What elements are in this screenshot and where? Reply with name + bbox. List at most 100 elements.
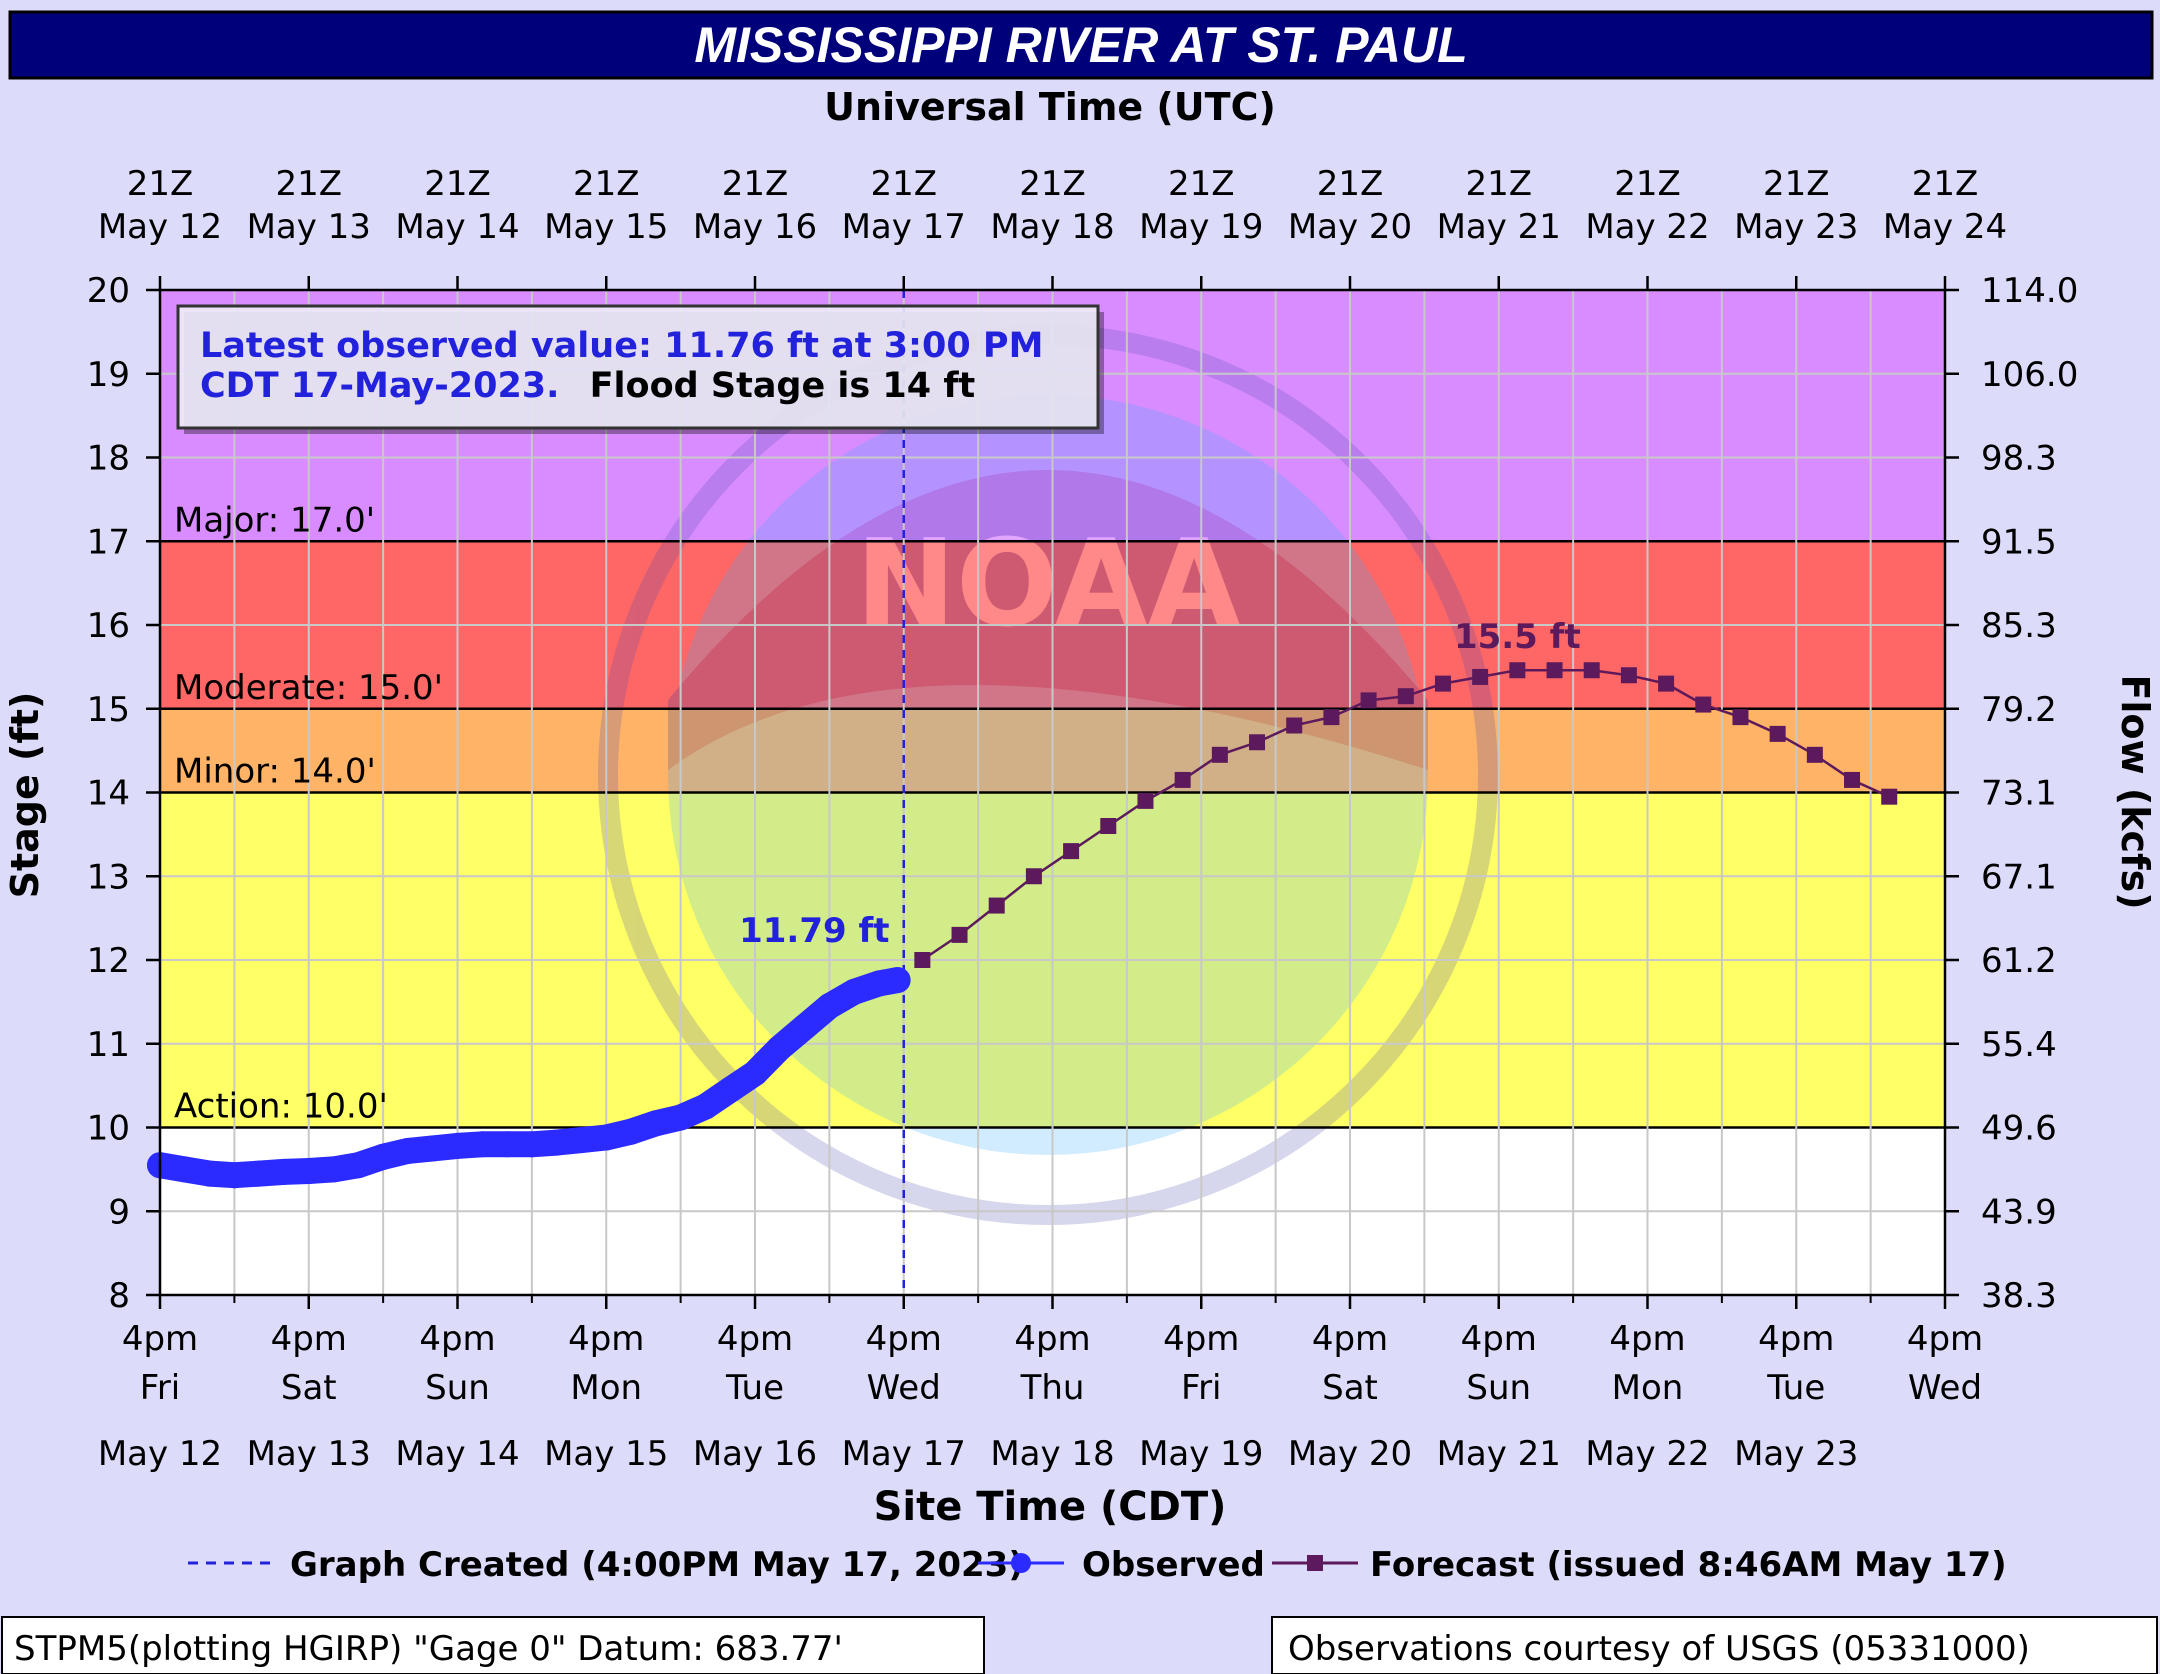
observed-point (593, 1124, 620, 1151)
title-bar (8, 10, 2154, 80)
forecast-point (1286, 717, 1303, 734)
observed-point (543, 1129, 570, 1156)
observed-point (494, 1131, 521, 1158)
info-box-frame (176, 304, 1100, 430)
x-bottom-tick-label-day: Mon (570, 1368, 642, 1408)
forecast-point (1620, 667, 1637, 684)
forecast-point (1472, 668, 1489, 685)
observed-point (246, 1160, 273, 1187)
x-top-tick-label-utc: 21Z (870, 164, 937, 204)
footer-right-box (1271, 1616, 2158, 1674)
x-top-tick-label-date: May 21 (1437, 207, 1561, 247)
forecast-point (1658, 675, 1675, 692)
footer-right-text: Observations courtesy of USGS (05331000) (1288, 1629, 2030, 1669)
y-tick-label: 13 (87, 857, 130, 897)
y2-tick-label: 43.9 (1981, 1192, 2057, 1232)
y2-tick-label: 61.2 (1981, 941, 2057, 981)
x-top-tick-label-date: May 16 (693, 207, 817, 247)
x-bottom-tick-label-day: Sat (281, 1368, 337, 1408)
observed-point (320, 1156, 347, 1183)
x-bottom-tick-label-time: 4pm (717, 1319, 793, 1359)
observed-point (469, 1131, 496, 1158)
x-top-tick-label-utc: 21Z (275, 164, 342, 204)
info-line-2: CDT 17-May-2023. Flood Stage is 14 ft (200, 366, 975, 406)
x-bottom-tick-label-time: 4pm (568, 1319, 644, 1359)
observed-value-label: 11.79 ft (739, 911, 889, 951)
forecast-point (1100, 818, 1117, 834)
observed-point (742, 1060, 768, 1087)
forecast-point (1211, 746, 1228, 763)
observed-point (270, 1158, 297, 1185)
x-top-tick-label-utc: 21Z (1168, 164, 1235, 204)
x-top-tick-label-utc: 21Z (1317, 164, 1384, 204)
x-top-tick-label-date: May 22 (1585, 207, 1709, 247)
x-top-tick-label-utc: 21Z (1763, 164, 1830, 204)
x-top-tick-label-date: May 24 (1883, 207, 2007, 247)
top-axis-title: Universal Time (UTC) (824, 85, 1276, 129)
legend-observed-marker (1011, 1553, 1031, 1573)
x-bottom-tick-label-date: May 19 (1139, 1434, 1263, 1474)
forecast-point (951, 926, 968, 943)
crest-label: 15.5 ft (1454, 617, 1581, 657)
forecast-point (1583, 662, 1600, 679)
observed-point (692, 1093, 719, 1120)
x-bottom-tick-label-day: Wed (1908, 1368, 1982, 1408)
x-bottom-tick-label-time: 4pm (1461, 1319, 1537, 1359)
footer-left-box (1, 1616, 985, 1674)
y2-tick-label: 98.3 (1981, 439, 2057, 479)
y-tick-label: 14 (87, 774, 130, 814)
observed-point (419, 1135, 446, 1162)
observed-point (841, 978, 868, 1005)
observed-point (345, 1152, 372, 1179)
y-tick-label: 8 (108, 1276, 130, 1316)
x-top-tick-label-date: May 17 (842, 207, 966, 247)
legend-created-label: Graph Created (4:00PM May 17, 2023) (290, 1545, 1024, 1585)
x-bottom-tick-label-time: 4pm (122, 1319, 198, 1359)
x-bottom-tick-label-day: Tue (725, 1368, 784, 1408)
y-tick-label: 17 (87, 522, 130, 562)
noaa-watermark: NOAA (598, 325, 1498, 1225)
y2-tick-label: 106.0 (1981, 355, 2078, 395)
x-top-tick-label-utc: 21Z (573, 164, 640, 204)
x-bottom-tick-label-date: May 14 (395, 1434, 519, 1474)
observed-point (518, 1131, 545, 1158)
x-top-tick-label-date: May 19 (1139, 207, 1263, 247)
x-bottom-tick-label-time: 4pm (1758, 1319, 1834, 1359)
legend-forecast-marker (1307, 1555, 1323, 1571)
forecast-point (1509, 662, 1526, 679)
band-label-moderate: Moderate: 15.0' (174, 668, 443, 708)
forecast-point (1434, 675, 1451, 692)
band-label-minor: Minor: 14.0' (174, 752, 376, 792)
observed-point (667, 1104, 694, 1131)
legend-observed-label: Observed (1082, 1545, 1265, 1585)
footer-left-text: STPM5(plotting HGIRP) "Gage 0" Datum: 68… (14, 1629, 843, 1669)
x-bottom-tick-label-time: 4pm (866, 1319, 942, 1359)
info-line-2-flood: Flood Stage is 14 ft (590, 366, 976, 406)
observed-point (370, 1143, 397, 1170)
latest-observation-box: Latest observed value: 11.76 ft at 3:00 … (176, 304, 1104, 434)
observed-point (816, 993, 843, 1020)
x-bottom-tick-label-time: 4pm (1609, 1319, 1685, 1359)
x-top-tick-label-date: May 12 (98, 207, 222, 247)
y-tick-label: 19 (87, 355, 130, 395)
forecast-point (914, 952, 931, 968)
forecast-point (1249, 734, 1266, 751)
x-bottom-tick-label-date: May 23 (1734, 1434, 1858, 1474)
x-bottom-tick-label-day: Tue (1766, 1368, 1825, 1408)
observed-point (717, 1076, 744, 1103)
forecast-point (1137, 792, 1154, 809)
x-top-tick-label-utc: 21Z (424, 164, 491, 204)
watermark-noaa-text: NOAA (856, 515, 1241, 654)
observed-point (196, 1160, 223, 1187)
forecast-point (1806, 746, 1823, 763)
forecast-point (1695, 696, 1712, 713)
observed-point (444, 1132, 471, 1159)
y2-tick-label: 85.3 (1981, 606, 2057, 646)
x-bottom-tick-label-day: Sat (1322, 1368, 1378, 1408)
x-top-tick-label-date: May 18 (990, 207, 1114, 247)
x-top-tick-label-utc: 21Z (1614, 164, 1681, 204)
x-bottom-tick-label-time: 4pm (271, 1319, 347, 1359)
axes: 8 38.3 9 43.9 10 49.6 11 55.4 12 61.2 13 67.1 14 73.1… (87, 164, 2079, 1474)
forecast-point (1397, 688, 1414, 705)
